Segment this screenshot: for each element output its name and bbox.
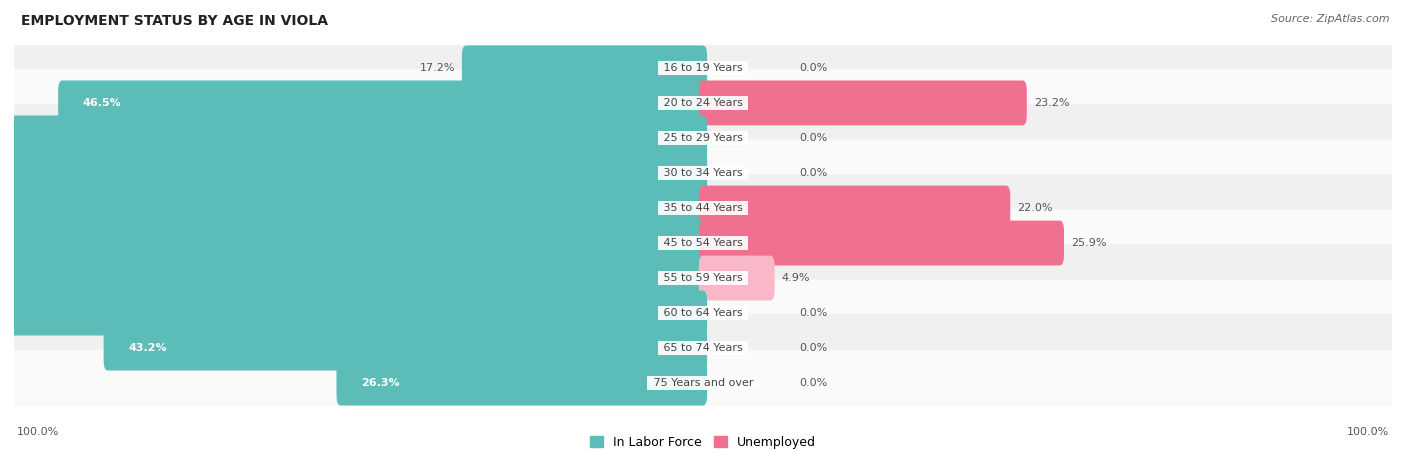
Text: 26.3%: 26.3% [361, 378, 399, 388]
FancyBboxPatch shape [7, 139, 1399, 207]
FancyBboxPatch shape [0, 151, 707, 195]
FancyBboxPatch shape [7, 244, 1399, 312]
FancyBboxPatch shape [699, 80, 1026, 125]
FancyBboxPatch shape [7, 175, 1399, 242]
Text: 0.0%: 0.0% [800, 308, 828, 318]
Text: 22.0%: 22.0% [1017, 203, 1053, 213]
Text: 0.0%: 0.0% [800, 133, 828, 143]
FancyBboxPatch shape [0, 256, 707, 300]
FancyBboxPatch shape [0, 115, 707, 161]
FancyBboxPatch shape [58, 80, 707, 125]
FancyBboxPatch shape [699, 221, 1064, 266]
Text: 100.0%: 100.0% [17, 428, 59, 437]
Text: 20 to 24 Years: 20 to 24 Years [659, 98, 747, 108]
FancyBboxPatch shape [7, 69, 1399, 137]
FancyBboxPatch shape [7, 314, 1399, 382]
Text: 35 to 44 Years: 35 to 44 Years [659, 203, 747, 213]
Legend: In Labor Force, Unemployed: In Labor Force, Unemployed [585, 431, 821, 451]
Text: 4.9%: 4.9% [782, 273, 810, 283]
FancyBboxPatch shape [0, 290, 707, 336]
Text: 43.2%: 43.2% [128, 343, 167, 353]
Text: EMPLOYMENT STATUS BY AGE IN VIOLA: EMPLOYMENT STATUS BY AGE IN VIOLA [21, 14, 328, 28]
Text: 0.0%: 0.0% [800, 168, 828, 178]
Text: 0.0%: 0.0% [800, 343, 828, 353]
Text: 60 to 64 Years: 60 to 64 Years [659, 308, 747, 318]
Text: 17.2%: 17.2% [419, 63, 456, 73]
FancyBboxPatch shape [699, 256, 775, 300]
FancyBboxPatch shape [104, 326, 707, 371]
Text: 30 to 34 Years: 30 to 34 Years [659, 168, 747, 178]
Text: Source: ZipAtlas.com: Source: ZipAtlas.com [1271, 14, 1389, 23]
Text: 46.5%: 46.5% [83, 98, 122, 108]
Text: 16 to 19 Years: 16 to 19 Years [659, 63, 747, 73]
FancyBboxPatch shape [463, 46, 707, 90]
Text: 55 to 59 Years: 55 to 59 Years [659, 273, 747, 283]
Text: 0.0%: 0.0% [800, 378, 828, 388]
Text: 25 to 29 Years: 25 to 29 Years [659, 133, 747, 143]
FancyBboxPatch shape [0, 185, 707, 230]
Text: 23.2%: 23.2% [1033, 98, 1069, 108]
FancyBboxPatch shape [7, 34, 1399, 101]
FancyBboxPatch shape [7, 350, 1399, 417]
Text: 0.0%: 0.0% [800, 63, 828, 73]
Text: 45 to 54 Years: 45 to 54 Years [659, 238, 747, 248]
Text: 75 Years and over: 75 Years and over [650, 378, 756, 388]
FancyBboxPatch shape [699, 185, 1011, 230]
FancyBboxPatch shape [0, 221, 707, 266]
Text: 25.9%: 25.9% [1071, 238, 1107, 248]
FancyBboxPatch shape [7, 280, 1399, 347]
FancyBboxPatch shape [336, 361, 707, 405]
FancyBboxPatch shape [7, 104, 1399, 171]
FancyBboxPatch shape [7, 209, 1399, 276]
Text: 65 to 74 Years: 65 to 74 Years [659, 343, 747, 353]
Text: 100.0%: 100.0% [1347, 428, 1389, 437]
